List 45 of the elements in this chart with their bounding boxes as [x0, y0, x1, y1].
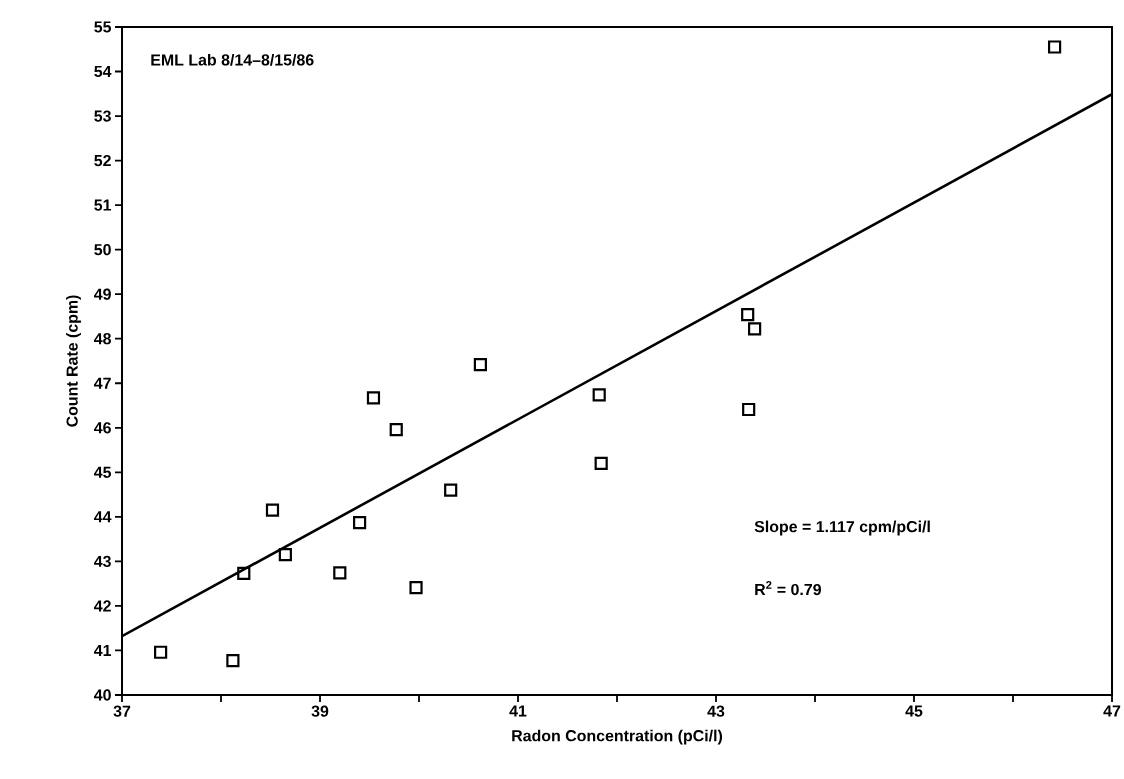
y-tick-label: 48 — [93, 333, 111, 345]
point — [265, 503, 280, 517]
annotation: EML Lab 8/14–8/15/86 — [151, 53, 314, 66]
point — [389, 422, 403, 437]
point — [237, 566, 251, 581]
y-tick-label: 42 — [93, 600, 111, 612]
y-tick-label: 54 — [94, 65, 112, 78]
y-tick-label: 50 — [94, 244, 111, 256]
point — [278, 548, 292, 562]
x-tick-label: 37 — [113, 705, 131, 717]
y-tick-label: 49 — [93, 288, 111, 300]
x-axis-title: Radon Concentration (pCi/l) — [512, 729, 723, 745]
point — [592, 388, 606, 402]
x-tick-label: 45 — [905, 705, 923, 717]
point — [353, 516, 367, 530]
y-tick-label: 55 — [94, 21, 112, 33]
y-tick-label: 44 — [93, 511, 112, 523]
x-tick-label: 47 — [1103, 705, 1121, 717]
x-tick-label: 43 — [707, 705, 725, 717]
y-tick-label: 52 — [94, 154, 111, 167]
x-tick-label: 39 — [311, 705, 329, 717]
y-tick-label: 41 — [93, 644, 112, 656]
annotation: Slope = 1.117 cpm/pCi/l — [754, 520, 930, 536]
x-tick-label: 41 — [509, 705, 527, 717]
point — [473, 357, 487, 372]
point — [333, 566, 347, 580]
point — [226, 654, 240, 668]
y-tick-label: 43 — [93, 555, 111, 568]
point — [444, 483, 458, 497]
point — [742, 402, 756, 417]
y-tick-label: 53 — [94, 110, 111, 122]
point — [409, 581, 423, 595]
point — [748, 322, 762, 336]
annotation: R$^{2}$ = 0.79 — [755, 581, 821, 596]
point — [594, 456, 608, 471]
point — [741, 308, 755, 322]
y-tick-label: 40 — [93, 689, 111, 701]
point — [1047, 40, 1062, 54]
y-axis-title: Count Rate (cpm) — [66, 295, 81, 427]
y-tick-label: 51 — [94, 199, 112, 211]
y-tick-label: 45 — [93, 466, 112, 478]
y-tick-label: 47 — [93, 377, 111, 389]
point — [366, 391, 381, 405]
y-tick-label: 46 — [93, 422, 111, 434]
point — [154, 645, 168, 659]
